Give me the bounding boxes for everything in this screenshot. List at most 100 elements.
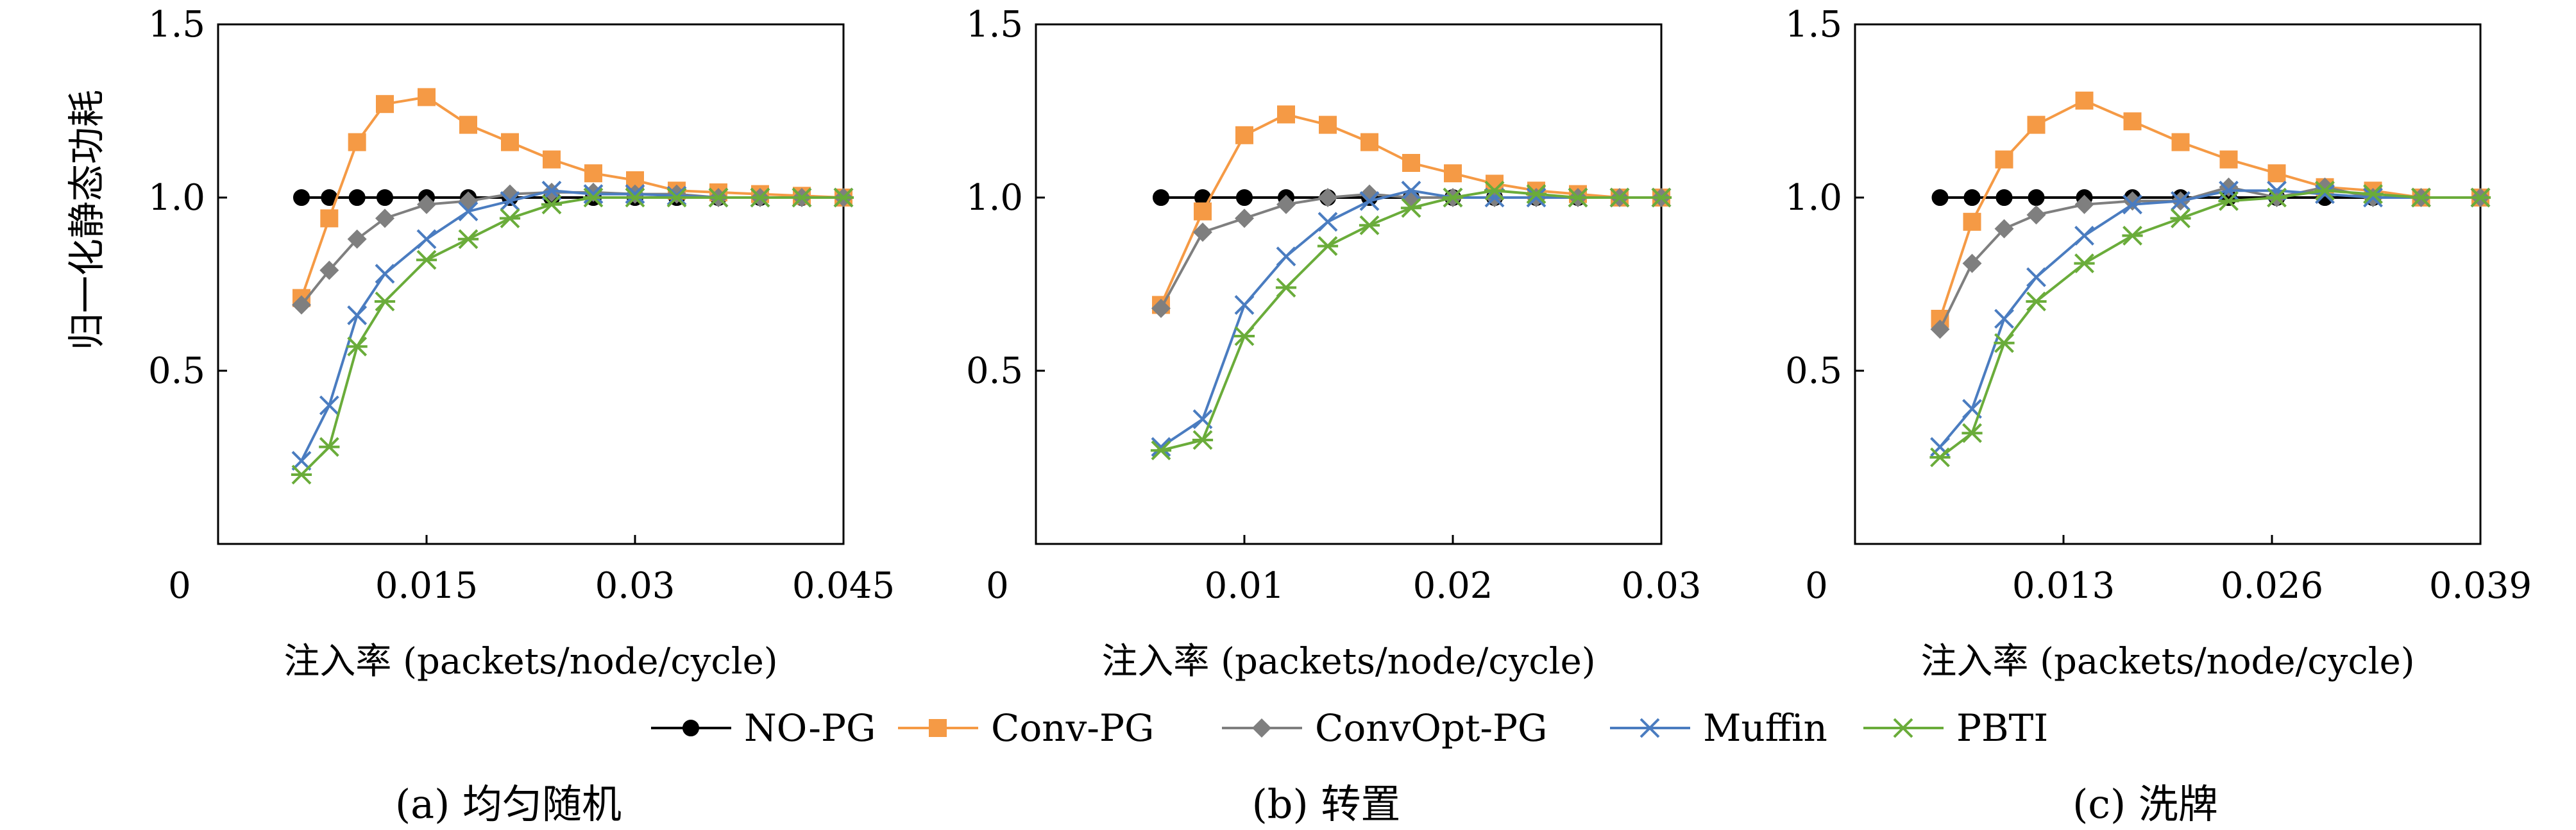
- x-tick-label: 0: [1805, 565, 1828, 607]
- data-point: [292, 295, 311, 315]
- series-pbti: [1929, 180, 2491, 468]
- data-point: [1194, 202, 1212, 221]
- data-point: [1929, 447, 1951, 468]
- data-point: [833, 187, 854, 208]
- series-line: [1938, 189, 2480, 448]
- legend-label: PBTI: [1956, 706, 2048, 750]
- data-point: [1401, 180, 1421, 201]
- data-point: [625, 184, 645, 205]
- plot-area: [1854, 23, 2482, 545]
- chart-panel-2: 0.5 1.0 1.5 0 0.01 0.02 0.03 注入率 (packets/node/…: [966, 4, 1701, 827]
- data-point: [458, 201, 479, 222]
- data-point: [293, 189, 310, 206]
- data-point: [1235, 126, 1253, 144]
- data-point: [1402, 154, 1420, 172]
- legend-label: Muffin: [1703, 706, 1827, 750]
- data-point: [582, 187, 604, 208]
- y-tick-label: 0.5: [1785, 350, 1842, 392]
- data-point: [2026, 291, 2047, 312]
- data-point: [1609, 187, 1631, 208]
- data-point: [543, 150, 561, 169]
- data-point: [1995, 150, 2013, 169]
- data-point: [319, 395, 339, 416]
- data-point: [2027, 115, 2046, 134]
- data-point: [500, 191, 520, 211]
- data-point: [417, 194, 436, 214]
- series-conv-pg: [1931, 91, 2489, 328]
- x-axis-label: 注入率 (packets/node/cycle): [284, 641, 777, 682]
- data-point: [1192, 430, 1214, 450]
- panel-caption: (a) 均匀随机: [395, 781, 622, 827]
- y-tick-label: 1.0: [966, 177, 1023, 219]
- series-convopt-pg: [1151, 184, 1671, 318]
- series-line: [1160, 192, 1661, 309]
- data-point: [2074, 225, 2094, 246]
- data-point: [499, 208, 521, 228]
- series-pbti: [1150, 180, 1672, 461]
- data-point: [1318, 212, 1338, 232]
- data-point: [1484, 180, 1505, 201]
- chart-panel-3: 0.5 1.0 1.5 0 0.013 0.026 0.039 注入率 (packets/no…: [1785, 4, 2532, 827]
- data-point: [347, 305, 368, 326]
- data-point: [416, 250, 437, 270]
- data-point: [1276, 194, 1296, 214]
- data-point: [1994, 309, 2014, 329]
- data-point: [666, 187, 688, 208]
- data-point: [1277, 105, 1295, 124]
- legend-item-no-pg: NO-PG: [651, 706, 876, 750]
- data-point: [1994, 219, 2014, 239]
- data-point: [2123, 194, 2142, 215]
- data-point: [1275, 277, 1297, 298]
- legend-marker: [682, 720, 699, 736]
- series-line: [1938, 99, 2480, 319]
- panel-caption: (b) 转置: [1252, 781, 1401, 827]
- x-tick-label: 0: [986, 565, 1009, 607]
- data-point: [1150, 440, 1172, 461]
- x-tick-label: 0.03: [595, 565, 675, 607]
- series-line: [300, 189, 843, 462]
- data-point: [2362, 184, 2384, 205]
- data-point: [1996, 189, 2013, 206]
- series-line: [300, 196, 843, 476]
- legend-marker: [1892, 718, 1914, 738]
- data-point: [376, 95, 394, 114]
- series-convopt-pg: [1930, 177, 2490, 339]
- data-point: [2074, 253, 2095, 274]
- y-tick-label: 1.5: [148, 4, 205, 46]
- data-point: [2363, 187, 2383, 208]
- data-point: [1444, 164, 1462, 183]
- data-point: [2026, 267, 2046, 287]
- data-point: [2170, 208, 2191, 228]
- data-point: [2075, 91, 2094, 110]
- data-point: [2171, 191, 2190, 211]
- data-point: [1359, 215, 1380, 235]
- data-point: [708, 187, 729, 208]
- legend-marker: [929, 719, 947, 737]
- x-axis-label: 注入率 (packets/node/cycle): [1101, 641, 1595, 682]
- x-axis-label: 注入率 (packets/node/cycle): [1920, 641, 2414, 682]
- y-axis-label: 归一化静态功耗: [65, 90, 108, 350]
- data-point: [347, 229, 367, 249]
- data-point: [1526, 187, 1546, 208]
- data-point: [584, 164, 602, 183]
- data-point: [1151, 437, 1171, 457]
- data-point: [1236, 189, 1253, 206]
- data-point: [2314, 180, 2335, 201]
- series-pbti: [291, 187, 854, 485]
- data-point: [457, 229, 479, 250]
- series-line: [1160, 189, 1661, 452]
- legend-item-conv-pg: Conv-PG: [898, 706, 1154, 750]
- data-point: [418, 88, 436, 106]
- data-point: [1360, 133, 1378, 151]
- data-point: [2171, 133, 2190, 151]
- legend-marker: [1640, 718, 1660, 738]
- data-point: [348, 133, 366, 151]
- series-line: [1160, 189, 1661, 448]
- data-point: [1962, 253, 1982, 273]
- data-point: [1525, 184, 1547, 205]
- data-point: [346, 336, 368, 357]
- legend-label: Conv-PG: [991, 706, 1154, 750]
- data-point: [1317, 236, 1339, 257]
- x-tick-label: 0: [168, 565, 191, 607]
